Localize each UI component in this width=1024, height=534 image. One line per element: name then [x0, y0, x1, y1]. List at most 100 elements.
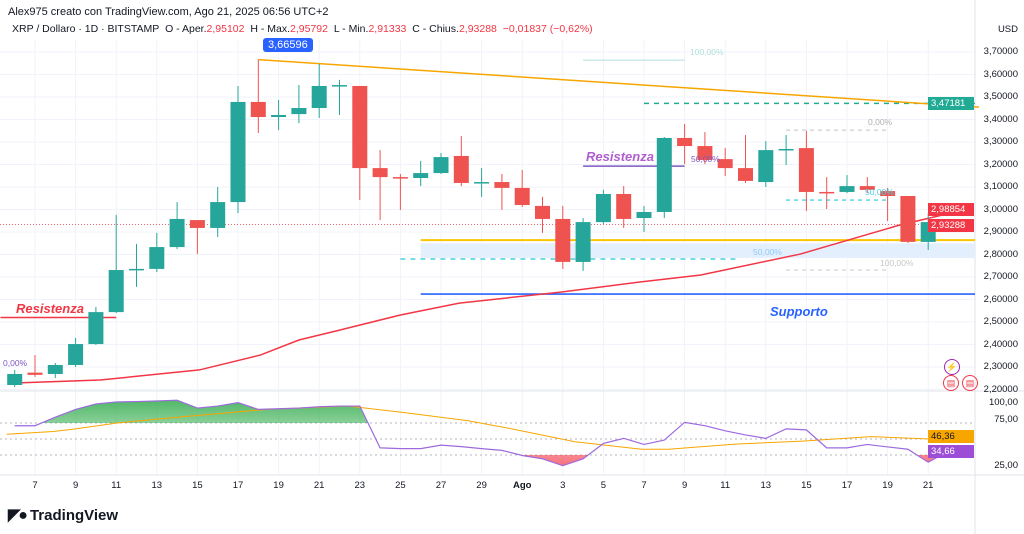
time-axis-label: 27 — [435, 480, 447, 491]
candle-body — [474, 182, 490, 184]
candle-body — [7, 373, 23, 385]
time-axis-label: 29 — [476, 480, 487, 491]
time-axis-label: 13 — [760, 480, 772, 491]
candle-body — [738, 168, 753, 181]
price-axis-label: 3,50000 — [983, 91, 1018, 102]
candle-body — [189, 220, 205, 228]
rsi-ma-tag: 46,36 — [928, 430, 974, 443]
time-axis-label: 7 — [32, 480, 38, 491]
candle-body — [271, 115, 287, 118]
candle-body — [839, 186, 855, 192]
time-axis-label: 5 — [600, 480, 607, 491]
rsi-ma-line — [6, 405, 949, 450]
rsi-axis-25: 25,00 — [994, 460, 1018, 471]
symbol-label[interactable]: XRP / Dollaro · 1D · BITSTAMP — [12, 23, 160, 35]
lightning-icon[interactable]: ⚡ — [944, 359, 960, 375]
time-axis-label: 21 — [313, 480, 325, 491]
candle-body — [291, 108, 307, 115]
chart-credit: Alex975 creato con TradingView.com, Ago … — [8, 6, 329, 18]
rsi-overbought-fill — [14, 400, 949, 423]
fib-100-right: 100,00% — [880, 258, 914, 268]
candle-body — [859, 186, 875, 190]
logo-text: TradingView — [29, 506, 119, 524]
price-axis-label: 2,60000 — [983, 293, 1018, 305]
ma-value-tag: 2,98854 — [928, 203, 974, 216]
rsi-axis-75: 75,00 — [994, 414, 1018, 425]
moving-average-line — [14, 212, 951, 384]
high-price-callout: 3,66596 — [263, 38, 313, 52]
fib-50-purple: 50,00% — [691, 154, 720, 164]
time-axis-label: Ago — [512, 480, 532, 491]
price-axis-label: 2,20000 — [983, 383, 1018, 395]
candle-body — [900, 196, 916, 242]
time-axis-label: 13 — [151, 480, 163, 491]
candle-body — [372, 168, 388, 178]
candle-body — [616, 193, 632, 219]
time-axis-label: 15 — [192, 480, 203, 491]
candle-body — [108, 270, 124, 313]
candle-body — [697, 146, 713, 160]
candle-body — [555, 218, 571, 262]
us-flag-event-icon[interactable]: ▤ — [962, 375, 978, 391]
time-axis-label: 19 — [273, 480, 284, 491]
green-level-tag: 3,47181 — [928, 97, 974, 110]
candle-body — [68, 344, 84, 365]
candle-body — [636, 211, 652, 219]
candle-body — [494, 182, 510, 188]
candle-body — [88, 312, 104, 345]
price-axis-label: 3,60000 — [983, 68, 1018, 80]
open-label: O - Aper. — [165, 23, 207, 35]
candle-body — [413, 173, 429, 178]
candle-body — [758, 150, 774, 183]
high-label: H - Max. — [250, 23, 290, 35]
time-axis-label: 21 — [922, 480, 934, 491]
price-axis-label: 2,40000 — [983, 338, 1018, 350]
price-axis-label: 2,90000 — [983, 226, 1018, 237]
demand-zone — [420, 243, 975, 258]
time-axis-label: 3 — [560, 480, 566, 491]
currency-label: USD — [997, 24, 1018, 35]
candle-body — [47, 364, 63, 374]
high-value: 2,95792 — [290, 23, 328, 35]
candle-body — [129, 268, 144, 271]
candle-body — [514, 187, 530, 205]
candle-body — [250, 101, 266, 118]
fib-50-blue: 50,00% — [753, 247, 782, 257]
candle-body — [392, 177, 408, 179]
rsi-line — [14, 399, 949, 467]
time-axis-label: 17 — [841, 480, 853, 491]
candle-body — [778, 148, 794, 151]
candle-body — [311, 85, 327, 109]
time-axis-label: 19 — [882, 480, 893, 491]
candle-body — [717, 159, 733, 169]
candle-body — [332, 85, 347, 87]
time-axis-label: 7 — [641, 480, 647, 491]
tradingview-logo-icon: ◤● — [8, 507, 28, 524]
candle-body — [535, 205, 550, 219]
support-label: Supporto — [770, 304, 828, 319]
us-flag-event-icon[interactable]: ▤ — [943, 375, 959, 391]
fib-0-left: 0,00% — [3, 358, 28, 368]
time-axis-label: 25 — [395, 480, 406, 491]
price-axis-label: 3,10000 — [983, 181, 1018, 192]
candle-body — [230, 101, 246, 203]
close-value: 2,93288 — [458, 23, 497, 35]
candle-body — [575, 222, 591, 262]
last-price-tag: 2,93288 — [928, 219, 974, 232]
tradingview-logo[interactable]: ◤● TradingView — [8, 505, 118, 525]
close-label: C - Chius. — [412, 23, 459, 35]
time-axis-label: 15 — [801, 480, 812, 491]
price-axis-label: 3,40000 — [983, 113, 1018, 125]
time-axis-label: 17 — [232, 480, 244, 491]
low-label: L - Min. — [333, 23, 369, 35]
candle-body — [210, 202, 226, 228]
time-axis-label: 9 — [681, 480, 688, 491]
price-axis-label: 3,00000 — [983, 203, 1018, 215]
candle-body — [149, 247, 165, 269]
trendline — [258, 58, 979, 108]
time-axis-label: 11 — [111, 480, 122, 491]
rsi-axis-100: 100,00 — [988, 397, 1018, 408]
price-axis-label: 2,30000 — [983, 361, 1018, 372]
ohlc-legend: XRP / Dollaro · 1D · BITSTAMP O - Aper. 2… — [12, 23, 593, 35]
